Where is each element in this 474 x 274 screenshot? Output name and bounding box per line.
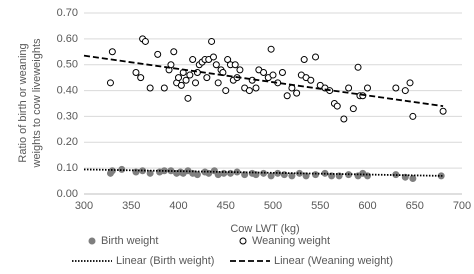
x-tick-label: 550 — [311, 200, 329, 212]
data-point — [409, 112, 417, 120]
data-point — [392, 84, 400, 92]
data-point — [340, 115, 348, 123]
y-axis-title: Ratio of birth or weaning — [17, 43, 29, 162]
data-point — [184, 94, 192, 102]
data-point — [267, 172, 275, 180]
data-point — [274, 169, 282, 177]
data-point — [177, 81, 185, 89]
data-point — [283, 92, 291, 100]
data-point — [354, 63, 362, 71]
data-point — [252, 171, 260, 179]
data-point — [224, 56, 232, 64]
x-tick-label: 650 — [406, 200, 424, 212]
data-point — [278, 68, 286, 76]
data-point — [192, 79, 200, 87]
data-point — [364, 84, 371, 92]
x-tick-label: 500 — [264, 200, 282, 212]
data-point — [193, 171, 201, 179]
data-point — [160, 84, 168, 92]
data-point — [401, 87, 409, 95]
data-point — [141, 37, 149, 45]
x-tick-label: 350 — [122, 200, 140, 212]
data-point — [203, 74, 211, 82]
data-point — [139, 167, 147, 175]
data-point — [222, 87, 230, 95]
x-tick-label: 700 — [453, 200, 471, 212]
y-tick-label: 0.40 — [57, 84, 78, 96]
data-point — [295, 169, 303, 177]
data-point — [167, 167, 175, 175]
x-tick-label: 450 — [217, 200, 235, 212]
data-point — [137, 74, 145, 82]
x-tick-label: 400 — [169, 200, 187, 212]
y-tick-label: 0.30 — [57, 110, 78, 122]
legend-marker — [239, 237, 247, 245]
data-point — [245, 87, 253, 95]
data-point — [312, 171, 320, 179]
data-point — [182, 76, 190, 84]
legend-label: Linear (Weaning weight) — [274, 255, 393, 267]
legend-label: Linear (Birth weight) — [116, 255, 214, 267]
data-point — [409, 174, 417, 182]
data-point — [154, 50, 162, 58]
data-point — [260, 68, 268, 76]
data-point — [269, 71, 277, 79]
data-point — [300, 56, 308, 64]
data-point — [401, 173, 409, 181]
data-point — [108, 48, 116, 56]
data-point — [236, 66, 244, 74]
data-point — [252, 84, 260, 92]
y-tick-label: 0.10 — [57, 162, 78, 174]
data-point — [307, 76, 315, 84]
data-point — [214, 79, 222, 87]
data-point — [392, 171, 400, 179]
data-point — [335, 172, 343, 180]
data-point — [208, 37, 216, 45]
data-point — [439, 107, 447, 115]
data-point — [345, 84, 353, 92]
data-point — [189, 56, 197, 64]
data-point — [132, 168, 140, 176]
y-tick-label: 0.00 — [57, 188, 78, 200]
trend-line — [83, 54, 444, 107]
y-tick-label: 0.70 — [57, 7, 78, 19]
data-point — [209, 53, 217, 61]
data-point — [106, 79, 114, 87]
data-point — [167, 61, 175, 69]
y-tick-label: 0.60 — [57, 33, 78, 45]
data-point — [231, 61, 239, 69]
data-point — [186, 71, 194, 79]
y-tick-label: 0.20 — [57, 136, 78, 148]
data-point — [175, 74, 182, 82]
x-axis-title: Cow LWT (kg) — [230, 223, 299, 235]
legend-label: Weaning weight — [252, 235, 330, 247]
data-point — [312, 53, 320, 61]
data-point — [212, 61, 220, 69]
data-point — [333, 102, 341, 110]
data-point — [170, 48, 178, 56]
legend-marker — [88, 237, 96, 245]
x-tick-label: 600 — [358, 200, 376, 212]
data-point — [406, 79, 414, 87]
data-point — [267, 45, 275, 53]
data-point — [146, 84, 154, 92]
data-point — [132, 68, 140, 76]
data-point — [160, 167, 168, 175]
x-tick-label: 300 — [75, 200, 93, 212]
y-tick-label: 0.50 — [57, 59, 78, 71]
data-point — [293, 89, 301, 97]
legend-label: Birth weight — [101, 235, 158, 247]
data-point — [193, 68, 201, 76]
y-axis-title: weights to cow liveweights — [31, 38, 43, 169]
data-point — [349, 105, 357, 113]
